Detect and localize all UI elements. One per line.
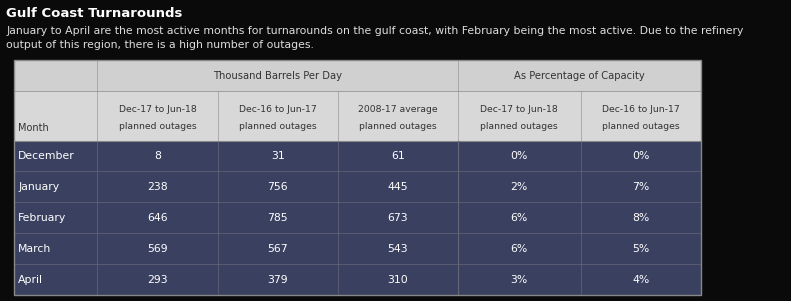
Text: 569: 569: [147, 244, 168, 254]
Bar: [14, 91, 701, 141]
Text: planned outages: planned outages: [119, 122, 196, 131]
Text: As Percentage of Capacity: As Percentage of Capacity: [514, 71, 645, 81]
Text: 7%: 7%: [632, 182, 649, 192]
Bar: [14, 171, 701, 202]
Text: Gulf Coast Turnarounds: Gulf Coast Turnarounds: [6, 7, 183, 20]
Text: January to April are the most active months for turnarounds on the gulf coast, w: January to April are the most active mon…: [6, 26, 744, 36]
Text: 8: 8: [154, 151, 161, 161]
Text: 5%: 5%: [632, 244, 649, 254]
Text: 756: 756: [267, 182, 288, 192]
Text: Dec-17 to Jun-18: Dec-17 to Jun-18: [119, 105, 196, 114]
Bar: [14, 60, 701, 91]
Text: 0%: 0%: [632, 151, 649, 161]
Bar: [14, 202, 701, 233]
Text: March: March: [18, 244, 51, 254]
Text: output of this region, there is a high number of outages.: output of this region, there is a high n…: [6, 40, 314, 50]
Text: 61: 61: [391, 151, 405, 161]
Bar: [14, 60, 701, 295]
Text: December: December: [18, 151, 75, 161]
Text: 3%: 3%: [511, 275, 528, 284]
Text: Month: Month: [18, 123, 49, 133]
Text: 445: 445: [388, 182, 408, 192]
Text: 31: 31: [271, 151, 285, 161]
Text: planned outages: planned outages: [239, 122, 316, 131]
Bar: [14, 233, 701, 264]
Bar: [14, 141, 701, 171]
Text: 293: 293: [147, 275, 168, 284]
Text: 4%: 4%: [632, 275, 649, 284]
Text: Thousand Barrels Per Day: Thousand Barrels Per Day: [213, 71, 343, 81]
Text: Dec-16 to Jun-17: Dec-16 to Jun-17: [602, 105, 679, 114]
Text: February: February: [18, 213, 66, 223]
Text: 2008-17 average: 2008-17 average: [358, 105, 437, 114]
Text: Dec-16 to Jun-17: Dec-16 to Jun-17: [239, 105, 316, 114]
Text: 673: 673: [388, 213, 408, 223]
Text: 0%: 0%: [511, 151, 528, 161]
Text: 310: 310: [388, 275, 408, 284]
Text: 6%: 6%: [511, 244, 528, 254]
Text: 6%: 6%: [511, 213, 528, 223]
Text: April: April: [18, 275, 44, 284]
Text: 785: 785: [267, 213, 288, 223]
Bar: [14, 264, 701, 295]
Text: 8%: 8%: [632, 213, 649, 223]
Text: 567: 567: [267, 244, 288, 254]
Text: 238: 238: [147, 182, 168, 192]
Text: planned outages: planned outages: [359, 122, 437, 131]
Text: January: January: [18, 182, 59, 192]
Text: Dec-17 to Jun-18: Dec-17 to Jun-18: [480, 105, 558, 114]
Text: 543: 543: [388, 244, 408, 254]
Text: 2%: 2%: [511, 182, 528, 192]
Text: 646: 646: [147, 213, 168, 223]
Text: 379: 379: [267, 275, 288, 284]
Text: planned outages: planned outages: [602, 122, 679, 131]
Text: planned outages: planned outages: [480, 122, 558, 131]
